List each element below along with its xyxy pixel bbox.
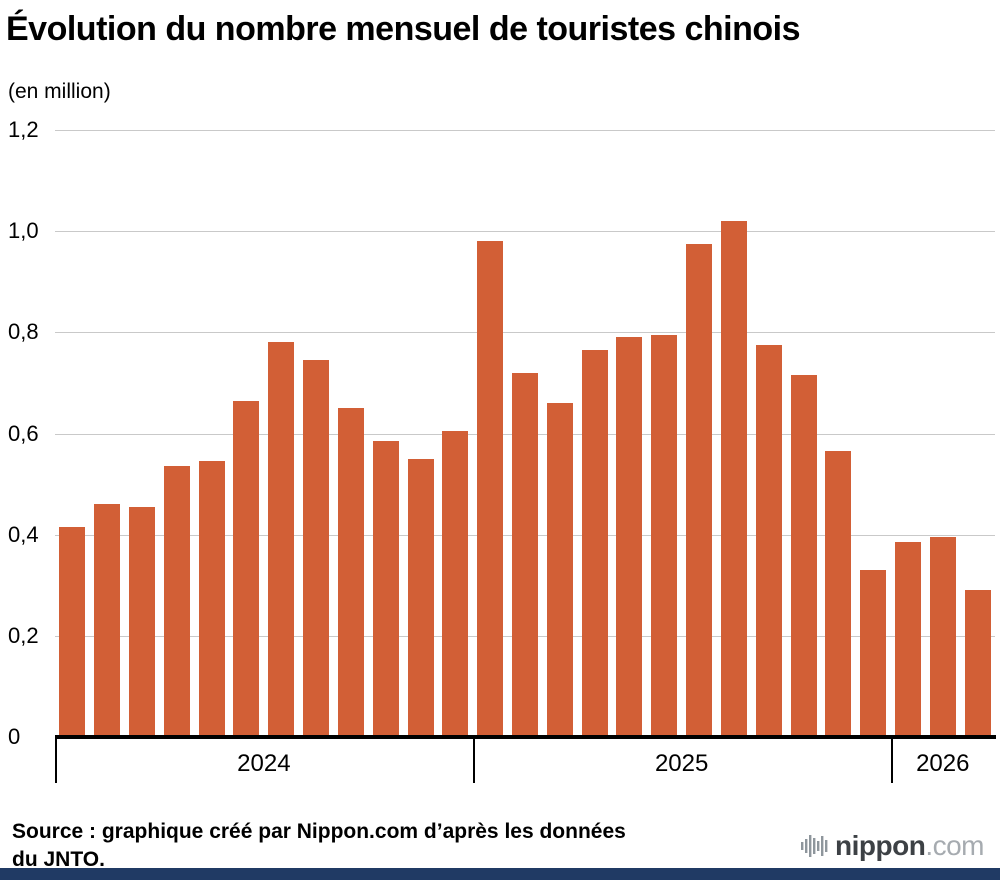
y-tick-label: 1,0 <box>8 218 39 244</box>
bar <box>233 400 260 737</box>
gridline <box>55 231 995 233</box>
bar <box>755 344 782 737</box>
bar <box>198 461 225 737</box>
bar <box>546 403 573 737</box>
chart-title: Évolution du nombre mensuel de touristes… <box>6 10 801 48</box>
x-axis-line <box>55 735 996 739</box>
bar <box>651 334 678 737</box>
bar <box>790 375 817 737</box>
source-line-2: du JNTO. <box>12 848 105 871</box>
bar <box>825 451 852 737</box>
logo-suffix: .com <box>925 830 984 861</box>
bar <box>860 570 887 737</box>
bar <box>894 542 921 737</box>
y-tick-label: 1,2 <box>8 117 39 142</box>
bar <box>929 537 956 737</box>
bar <box>372 441 399 737</box>
year-divider <box>472 737 475 783</box>
bar <box>512 372 538 737</box>
bottom-accent-bar <box>0 868 1000 880</box>
gridline <box>55 130 995 131</box>
y-tick-label: 0,2 <box>8 622 39 648</box>
y-axis-labels: 0 0,2 0,4 0,6 0,8 1,0 1,2 <box>8 117 54 749</box>
bar <box>407 458 434 737</box>
y-tick-label: 0,4 <box>8 521 39 547</box>
year-divider <box>890 737 893 783</box>
source-text: Source : graphique créé par Nippon.com d… <box>12 818 626 874</box>
bar <box>303 360 330 737</box>
bar <box>268 342 295 737</box>
bar <box>337 408 364 737</box>
nippon-waveform-icon <box>801 833 828 859</box>
year-label: 2025 <box>654 750 709 777</box>
bar <box>94 504 121 737</box>
chart-unit-label: (en million) <box>8 80 111 103</box>
source-line-1: Source : graphique créé par Nippon.com d… <box>12 820 626 843</box>
bar <box>59 527 86 737</box>
bar <box>477 241 504 737</box>
gridline <box>55 332 995 334</box>
bar <box>686 243 713 737</box>
bar <box>616 337 643 737</box>
y-tick-label: 0,6 <box>8 420 39 446</box>
year-divider <box>55 737 57 783</box>
nippon-logo: nippon.com <box>801 830 984 862</box>
bar <box>581 350 608 737</box>
bar <box>163 466 190 737</box>
year-label: 2024 <box>237 750 291 777</box>
bar <box>964 590 991 737</box>
logo-text: nippon <box>835 830 926 861</box>
year-label: 2026 <box>916 750 970 777</box>
bar <box>129 506 156 737</box>
bar <box>442 430 469 737</box>
y-tick-label: 0,8 <box>8 319 39 345</box>
y-tick-label: 0 <box>8 724 21 749</box>
bar <box>720 221 747 737</box>
plot-area <box>55 130 995 737</box>
x-axis-band: 2024 2025 2026 <box>55 737 996 785</box>
